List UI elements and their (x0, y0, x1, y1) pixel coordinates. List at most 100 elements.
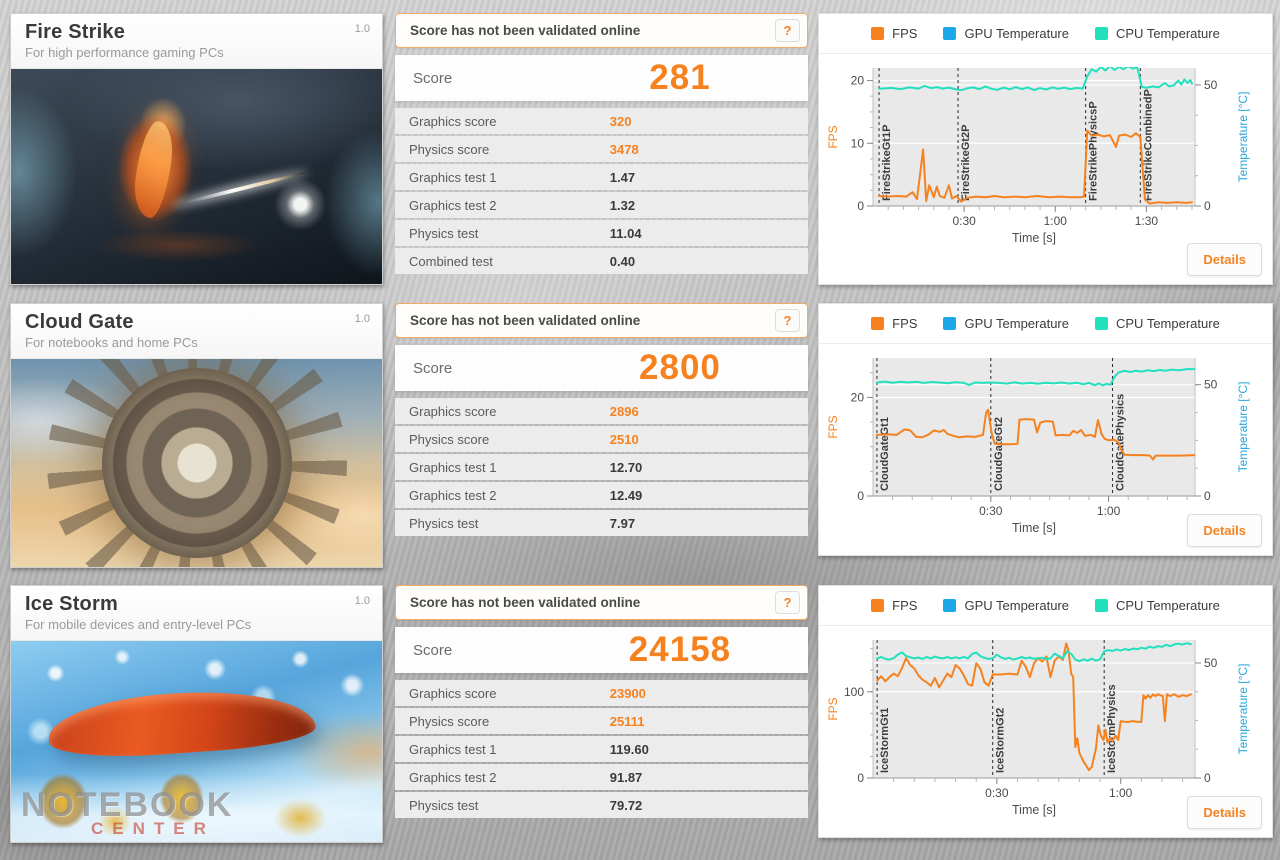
score-value: 2800 (639, 348, 721, 387)
score-table-row: Combined test 0.40 (395, 248, 808, 274)
score-table-row-label: Graphics score (409, 113, 497, 129)
legend-label: FPS (892, 598, 918, 613)
benchmark-version: 1.0 (354, 313, 370, 325)
details-button[interactable]: Details (1187, 796, 1262, 829)
watermark-line2: CENTER (91, 818, 215, 838)
validation-banner-text: Score has not been validated online (410, 595, 641, 610)
details-button[interactable]: Details (1187, 243, 1262, 276)
score-row: Score 2800 (395, 345, 808, 391)
svg-text:CloudGatePhysics: CloudGatePhysics (1115, 394, 1127, 491)
performance-chart: 0:30 1:00 0 20 0 50 CloudGateGt1 CloudGateGt2 Cl… (826, 358, 1250, 535)
svg-text:FireStrikeGt2P: FireStrikeGt2P (960, 125, 972, 201)
score-table-row-value: 2510 (609, 431, 639, 447)
chart-legend: FPS GPU Temperature CPU Temperature (819, 304, 1272, 344)
score-table-row: Graphics score 2896 (395, 398, 808, 424)
score-table-row-label: Graphics score (409, 403, 497, 419)
svg-text:FireStrikeGt1P: FireStrikeGt1P (881, 125, 893, 201)
legend-item: GPU Temperature (943, 316, 1069, 331)
score-panel: Score has not been validated online ? Sc… (395, 303, 808, 538)
score-table-row: Graphics test 2 91.87 (395, 764, 808, 790)
svg-text:0:30: 0:30 (985, 786, 1009, 800)
benchmark-row-fire-strike: Fire Strike For high performance gaming … (0, 13, 1280, 285)
validation-banner: Score has not been validated online ? (395, 13, 808, 48)
score-table: Graphics score 320 Physics score 3478 Graphi… (395, 108, 808, 274)
svg-text:Temperature [°C]: Temperature [°C] (1236, 382, 1250, 473)
svg-text:0:30: 0:30 (979, 504, 1003, 518)
svg-text:FPS: FPS (826, 125, 840, 148)
score-table-row: Physics score 2510 (395, 426, 808, 452)
svg-text:Time [s]: Time [s] (1012, 231, 1056, 245)
score-table-row: Physics test 79.72 (395, 792, 808, 818)
svg-text:Temperature [°C]: Temperature [°C] (1236, 664, 1250, 755)
score-table-row-label: Graphics test 1 (409, 169, 497, 185)
svg-text:50: 50 (1204, 656, 1218, 670)
benchmark-title: Ice Storm (25, 593, 118, 615)
legend-swatch (943, 317, 957, 330)
legend-label: GPU Temperature (964, 26, 1069, 41)
score-table-row-label: Graphics test 2 (409, 197, 497, 213)
help-button[interactable]: ? (775, 591, 800, 614)
benchmark-row-cloud-gate: Cloud Gate For notebooks and home PCs 1.… (0, 303, 1280, 568)
legend-label: GPU Temperature (964, 598, 1069, 613)
legend-label: CPU Temperature (1116, 26, 1220, 41)
chart-card: FPS GPU Temperature CPU Temperature 0:30 1:… (818, 585, 1273, 838)
benchmark-card: Ice Storm For mobile devices and entry-l… (10, 585, 383, 843)
benchmark-title: Cloud Gate (25, 311, 134, 333)
validation-banner: Score has not been validated online ? (395, 303, 808, 338)
performance-chart: 0:30 1:00 1:30 0 10 20 0 50 FireStrikeGt1P FireSt… (826, 67, 1250, 245)
svg-text:0: 0 (1204, 771, 1211, 785)
score-table-row: Physics score 25111 (395, 708, 808, 734)
svg-text:Temperature [°C]: Temperature [°C] (1236, 92, 1250, 183)
help-button[interactable]: ? (775, 309, 800, 332)
svg-text:1:30: 1:30 (1135, 214, 1159, 228)
svg-text:IceStormGt1: IceStormGt1 (879, 708, 891, 773)
validation-banner: Score has not been validated online ? (395, 585, 808, 620)
benchmark-header: Ice Storm For mobile devices and entry-l… (11, 586, 382, 641)
svg-text:IceStormGt2: IceStormGt2 (995, 708, 1007, 773)
score-table-row: Graphics test 2 1.32 (395, 192, 808, 218)
score-table-row-value: 11.04 (609, 225, 642, 241)
legend-item: FPS (871, 598, 917, 613)
svg-text:50: 50 (1204, 78, 1218, 92)
svg-text:Time [s]: Time [s] (1012, 803, 1056, 817)
legend-swatch (1095, 27, 1108, 40)
legend-item: CPU Temperature (1095, 316, 1220, 331)
score-table-row: Graphics test 2 12.49 (395, 482, 808, 508)
score-panel: Score has not been validated online ? Sc… (395, 585, 808, 820)
score-table-row-label: Graphics test 1 (409, 459, 497, 475)
score-table-row-label: Graphics score (409, 685, 497, 701)
score-table-row-value: 91.87 (609, 769, 643, 785)
legend-swatch (871, 317, 885, 330)
legend-label: GPU Temperature (964, 316, 1069, 331)
chart-legend: FPS GPU Temperature CPU Temperature (819, 14, 1272, 54)
score-row: Score 24158 (395, 627, 808, 673)
help-button[interactable]: ? (775, 19, 800, 42)
score-table-row-value: 23900 (609, 685, 646, 701)
score-table-row-value: 12.70 (609, 459, 643, 475)
legend-item: GPU Temperature (943, 598, 1069, 613)
score-table-row-label: Physics score (409, 141, 490, 157)
svg-text:IceStormPhysics: IceStormPhysics (1106, 684, 1118, 773)
legend-swatch (943, 27, 957, 40)
chart-card: FPS GPU Temperature CPU Temperature 0:30 1:… (818, 303, 1273, 556)
legend-item: GPU Temperature (943, 26, 1069, 41)
details-button[interactable]: Details (1187, 514, 1262, 547)
score-table-row-label: Physics test (409, 797, 479, 813)
svg-text:CloudGateGt2: CloudGateGt2 (993, 417, 1005, 491)
svg-text:20: 20 (851, 390, 865, 404)
validation-banner-text: Score has not been validated online (410, 313, 641, 328)
score-table-row-label: Physics score (409, 713, 490, 729)
legend-label: FPS (892, 26, 918, 41)
svg-text:100: 100 (844, 685, 864, 699)
benchmark-thumbnail-ice-storm: NOTEBOOK CENTER (11, 641, 382, 842)
score-label: Score (413, 359, 453, 377)
score-table: Graphics score 2896 Physics score 2510 Graph… (395, 398, 808, 536)
score-table-row-label: Physics test (409, 515, 479, 531)
benchmark-subtitle: For mobile devices and entry-level PCs (25, 617, 252, 632)
score-table-row-value: 12.49 (609, 487, 643, 503)
score-value: 24158 (628, 630, 732, 669)
score-table-row-value: 79.72 (609, 797, 643, 813)
score-table: Graphics score 23900 Physics score 25111 Gra… (395, 680, 808, 818)
svg-text:0: 0 (857, 771, 864, 785)
legend-label: FPS (892, 316, 918, 331)
